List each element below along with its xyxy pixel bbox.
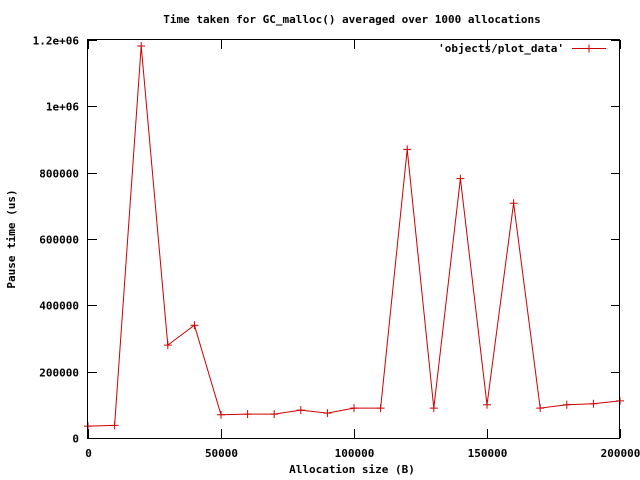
- y-tick-label: 0: [72, 433, 79, 446]
- axis-ticks: 0 200000 400000 600000 800000 1e+06 1.2e+06 0 50…: [33, 35, 640, 461]
- x-tick-label: 200000: [601, 447, 640, 460]
- data-point-marker: [110, 421, 119, 430]
- data-point-marker: [323, 409, 332, 418]
- data-point-marker: [562, 400, 571, 409]
- data-point-marker: [137, 42, 146, 50]
- data-point-marker: [243, 410, 252, 419]
- data-point-marker: [589, 399, 598, 408]
- data-point-marker: [536, 404, 545, 413]
- data-point-marker: [429, 404, 438, 413]
- x-tick-label: 50000: [205, 447, 238, 460]
- y-tick-label: 1.2e+06: [33, 35, 80, 48]
- data-point-marker: [217, 410, 225, 419]
- y-tick-label: 200000: [39, 367, 79, 380]
- y-axis-label: Pause time (us): [5, 189, 18, 288]
- x-tick-label: 100000: [335, 447, 375, 460]
- x-tick-label: 0: [85, 447, 92, 460]
- data-point-marker: [403, 145, 412, 154]
- data-point-marker: [190, 321, 199, 330]
- legend-marker: [585, 44, 593, 53]
- data-point-marker: [163, 341, 172, 350]
- data-point-marker: [296, 406, 305, 415]
- y-tick-label: 400000: [39, 300, 79, 313]
- data-point-marker: [270, 410, 279, 419]
- series-line: [87, 45, 621, 427]
- chart-title: Time taken for GC_malloc() averaged over…: [163, 13, 541, 26]
- data-point-marker: [350, 404, 358, 413]
- data-point-marker: [483, 400, 491, 409]
- legend: 'objects/plot_data': [438, 42, 606, 55]
- x-axis-label: Allocation size (B): [289, 463, 415, 476]
- data-point-marker: [509, 199, 518, 208]
- data-point-marker: [376, 404, 385, 413]
- plot-frame: [87, 39, 620, 439]
- x-tick-label: 150000: [468, 447, 508, 460]
- y-tick-label: 600000: [39, 234, 79, 247]
- y-tick-label: 800000: [39, 168, 79, 181]
- y-tick-label: 1e+06: [46, 101, 79, 114]
- series-layer: [84, 42, 624, 431]
- data-point-marker: [456, 174, 465, 183]
- legend-label: 'objects/plot_data': [438, 42, 564, 55]
